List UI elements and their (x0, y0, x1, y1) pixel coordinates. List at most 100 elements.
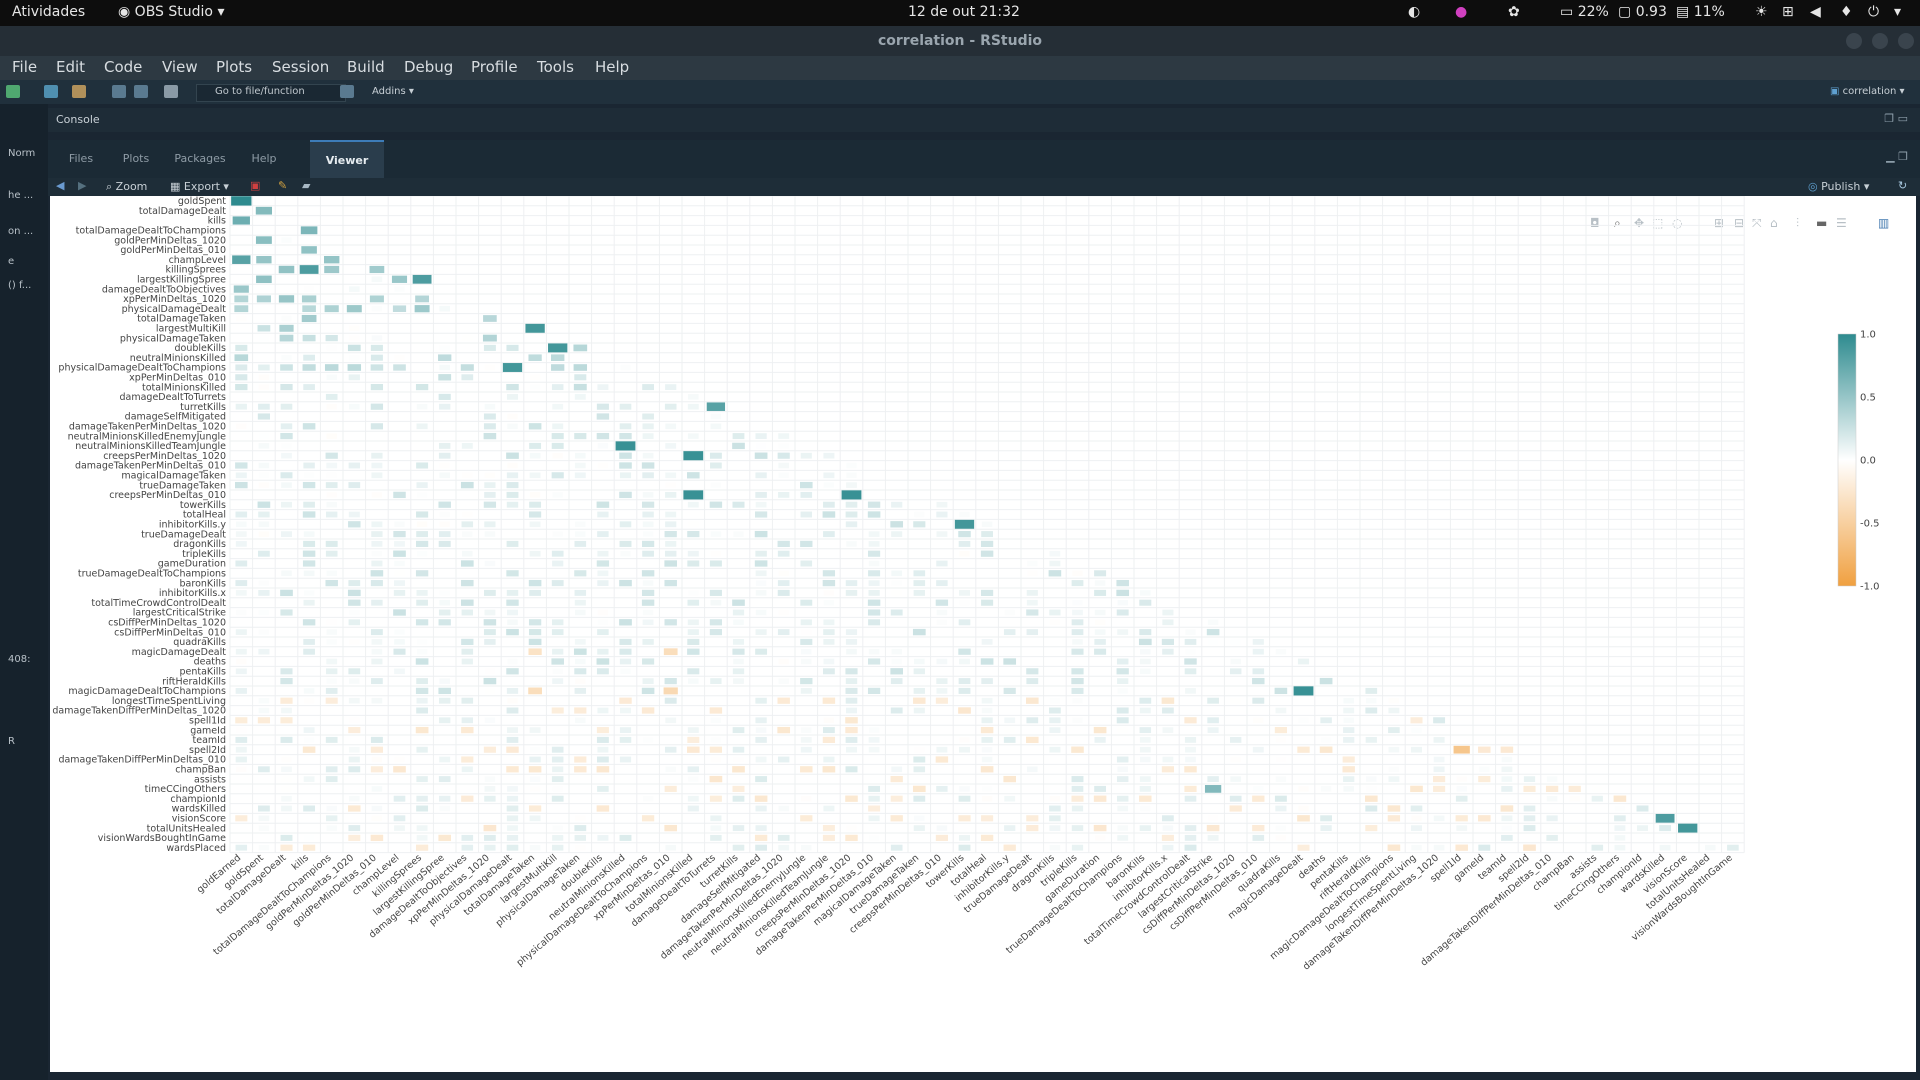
heatmap-cell[interactable] (236, 335, 247, 341)
heatmap-cell[interactable] (326, 668, 338, 675)
heatmap-cell[interactable] (235, 531, 247, 537)
heatmap-cell[interactable] (303, 354, 315, 361)
heatmap-cell[interactable] (845, 717, 858, 724)
heatmap-cell[interactable] (823, 756, 835, 763)
heatmap-cell[interactable] (619, 403, 632, 410)
heatmap-cell[interactable] (1297, 844, 1310, 851)
heatmap-cell[interactable] (506, 746, 519, 753)
heatmap-cell[interactable] (664, 403, 677, 410)
heatmap-cell[interactable] (483, 344, 496, 351)
heatmap-cell[interactable] (439, 472, 451, 479)
heatmap-cell[interactable] (1161, 766, 1174, 773)
heatmap-cell[interactable] (462, 335, 473, 341)
heatmap-cell[interactable] (416, 511, 429, 518)
heatmap-cell[interactable] (416, 492, 428, 498)
heatmap-cell[interactable] (278, 295, 295, 303)
heatmap-cell[interactable] (303, 570, 315, 577)
heatmap-cell[interactable] (506, 491, 519, 498)
heatmap-cell[interactable] (1343, 737, 1355, 743)
heatmap-cell[interactable] (732, 766, 745, 773)
heatmap-cell[interactable] (596, 736, 609, 743)
heatmap-cell[interactable] (1297, 658, 1310, 665)
heatmap-cell[interactable] (371, 697, 383, 704)
heatmap-cell[interactable] (641, 599, 655, 606)
heatmap-cell[interactable] (597, 785, 609, 792)
heatmap-cell[interactable] (1478, 776, 1491, 783)
heatmap-cell[interactable] (325, 776, 338, 783)
heatmap-cell[interactable] (597, 580, 609, 586)
heatmap-cell[interactable] (1523, 785, 1536, 792)
heatmap-cell[interactable] (1320, 815, 1332, 822)
heatmap-cell[interactable] (302, 746, 316, 753)
console-bar[interactable]: Console ❐ ▭ (48, 108, 1920, 132)
heatmap-cell[interactable] (258, 766, 270, 773)
heatmap-cell[interactable] (234, 354, 249, 362)
heatmap-cell[interactable] (1003, 687, 1016, 694)
heatmap-cell[interactable] (349, 746, 360, 753)
heatmap-cell[interactable] (733, 658, 744, 665)
heatmap-cell[interactable] (1274, 687, 1288, 695)
heatmap-cell[interactable] (1342, 766, 1355, 773)
heatmap-cell[interactable] (981, 678, 993, 685)
heatmap-cell[interactable] (912, 785, 926, 793)
heatmap-cell[interactable] (777, 834, 790, 841)
heatmap-cell[interactable] (1049, 707, 1061, 714)
heatmap-cell[interactable] (936, 746, 948, 753)
heatmap-cell[interactable] (1049, 550, 1061, 557)
heatmap-cell[interactable] (959, 746, 970, 753)
heatmap-cell[interactable] (1501, 766, 1513, 773)
heatmap-cell[interactable] (484, 795, 496, 802)
heatmap-cell[interactable] (642, 521, 654, 528)
heatmap-cell[interactable] (256, 295, 271, 303)
heatmap-cell[interactable] (1049, 795, 1061, 802)
heatmap-cell[interactable] (235, 481, 248, 489)
heatmap-cell[interactable] (461, 648, 474, 655)
heatmap-cell[interactable] (1297, 815, 1310, 822)
heatmap-cell[interactable] (1094, 835, 1106, 841)
heatmap-cell[interactable] (710, 756, 722, 763)
heatmap-cell[interactable] (258, 462, 270, 469)
heatmap-cell[interactable] (325, 579, 338, 587)
heatmap-cell[interactable] (687, 433, 699, 439)
heatmap-cell[interactable] (280, 423, 293, 430)
heatmap-cell[interactable] (326, 658, 338, 665)
heatmap-cell[interactable] (1094, 619, 1106, 626)
heatmap-cell[interactable] (913, 707, 925, 714)
heatmap-cell[interactable] (462, 306, 473, 312)
heatmap-cell[interactable] (235, 687, 247, 694)
heatmap-cell[interactable] (393, 491, 406, 499)
heatmap-cell[interactable] (890, 844, 903, 851)
heatmap-cell[interactable] (281, 795, 292, 802)
heatmap-cell[interactable] (641, 570, 655, 577)
heatmap-cell[interactable] (1049, 805, 1061, 812)
close-button[interactable] (1898, 33, 1914, 49)
pane-restore-icon[interactable]: ❐ ▭ (1884, 112, 1908, 125)
heatmap-cell[interactable] (506, 844, 519, 851)
heatmap-cell[interactable] (280, 472, 293, 479)
heatmap-cell[interactable] (371, 472, 383, 479)
heatmap-cell[interactable] (1613, 795, 1627, 802)
heatmap-cell[interactable] (1162, 756, 1174, 763)
heatmap-cell[interactable] (868, 570, 881, 577)
heatmap-cell[interactable] (1185, 648, 1196, 655)
camera-icon[interactable]: ◘ (1590, 216, 1600, 230)
heatmap-cell[interactable] (597, 648, 609, 655)
heatmap-cell[interactable] (1049, 746, 1061, 753)
heatmap-cell[interactable] (551, 619, 564, 626)
heatmap-cell[interactable] (416, 746, 428, 753)
heatmap-cell[interactable] (348, 697, 360, 704)
heatmap-cell[interactable] (529, 521, 541, 528)
heatmap-cell[interactable] (1161, 638, 1174, 645)
heatmap-cell[interactable] (1094, 785, 1107, 792)
heatmap-cell[interactable] (1343, 786, 1355, 792)
heatmap-cell[interactable] (575, 844, 586, 851)
heatmap-cell[interactable] (665, 472, 677, 479)
heatmap-cell[interactable] (529, 776, 541, 782)
heatmap-cell[interactable] (326, 629, 337, 635)
heatmap-cell[interactable] (506, 344, 519, 351)
heatmap-cell[interactable] (1364, 795, 1378, 802)
heatmap-cell[interactable] (619, 834, 632, 841)
brightness-icon[interactable]: ☀ (1755, 4, 1768, 20)
heatmap-cell[interactable] (461, 579, 474, 587)
heatmap-cell[interactable] (665, 443, 677, 449)
